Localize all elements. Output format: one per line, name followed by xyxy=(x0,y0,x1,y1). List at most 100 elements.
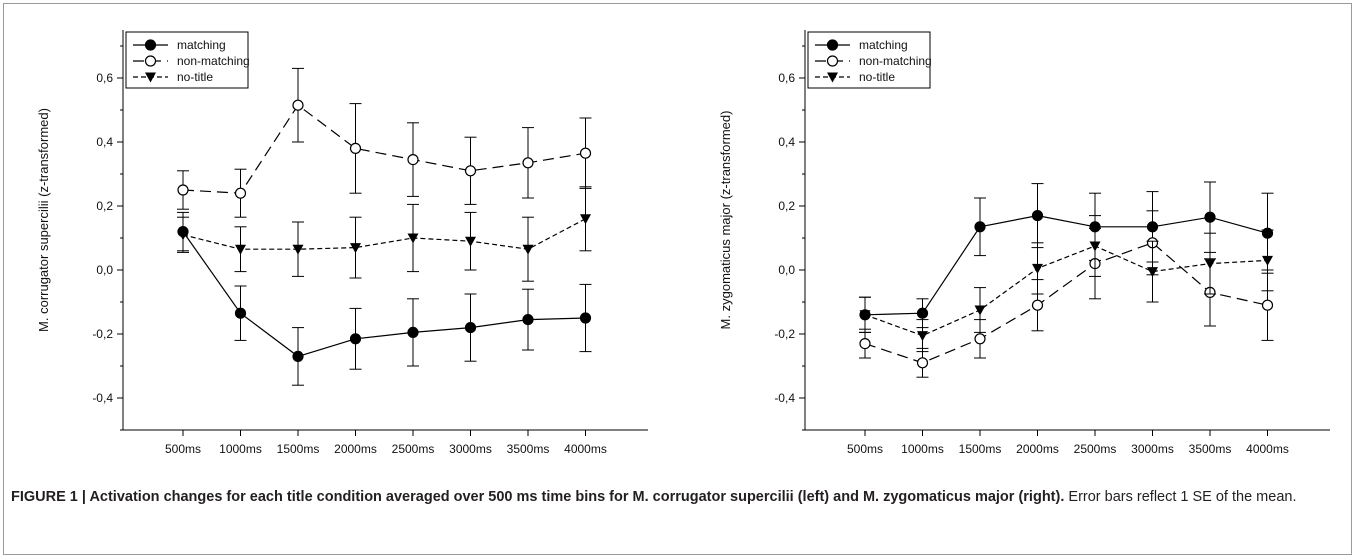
y-tick-label: 0,4 xyxy=(96,135,113,149)
legend-label: non-matching xyxy=(859,54,932,68)
data-point xyxy=(1147,267,1158,278)
legend: matching non-matching no-title xyxy=(807,31,932,89)
y-tick-label: 0,0 xyxy=(96,263,113,277)
y-tick-label: 0,2 xyxy=(778,199,795,213)
data-point xyxy=(1261,299,1274,311)
y-tick-label: -0,2 xyxy=(92,327,113,341)
data-point xyxy=(292,244,304,255)
data-point xyxy=(522,314,534,326)
series-line xyxy=(864,242,1268,364)
x-tick-label: 3000ms xyxy=(449,442,492,456)
series-no-title xyxy=(177,186,592,282)
y-tick-label: -0,2 xyxy=(774,327,795,341)
figure-frame xyxy=(3,3,1352,555)
legend-label: matching xyxy=(177,38,226,52)
data-point xyxy=(1089,241,1101,252)
data-point xyxy=(1204,259,1216,270)
data-point xyxy=(1262,255,1273,266)
data-point xyxy=(1031,299,1044,311)
legend-marker xyxy=(144,39,157,51)
series-line xyxy=(864,245,1268,337)
caption-label: FIGURE 1 | Activation changes for each t… xyxy=(11,489,1065,505)
data-point xyxy=(464,165,477,177)
chart-panel-corrugator: -0,4 -0,2 0,0 0,2 0,4 0,6 500ms 1000ms 1500ms 200… xyxy=(8,8,668,478)
x-tick-label: 1000ms xyxy=(901,442,944,456)
legend-label: non-matching xyxy=(177,54,250,68)
y-tick-label: 0,2 xyxy=(96,199,113,213)
data-point xyxy=(292,350,304,362)
data-point xyxy=(349,333,362,345)
legend: matching non-matching no-title xyxy=(125,31,250,89)
data-point xyxy=(350,243,361,254)
data-point xyxy=(974,221,986,233)
data-point xyxy=(859,310,871,321)
data-point xyxy=(974,305,986,316)
legend-marker xyxy=(826,39,839,51)
x-tick-label: 2000ms xyxy=(1016,442,1059,456)
data-point xyxy=(1204,211,1216,223)
x-tick-label: 2500ms xyxy=(392,442,435,456)
data-point xyxy=(234,187,247,199)
x-tick-label: 500ms xyxy=(847,442,883,456)
series-line xyxy=(864,214,1268,316)
y-tick-label: -0,4 xyxy=(774,391,795,405)
x-tick-label: 3000ms xyxy=(1131,442,1174,456)
y-tick-label: 0,0 xyxy=(778,263,795,277)
data-point xyxy=(292,99,304,111)
data-point xyxy=(916,357,929,369)
x-tick-label: 1500ms xyxy=(277,442,320,456)
data-point xyxy=(916,307,929,319)
chart-panel-zygomaticus: -0,4 -0,2 0,0 0,2 0,4 0,6 500ms 1000ms 1500ms 200… xyxy=(690,8,1350,478)
data-point xyxy=(1032,263,1043,274)
figure-caption: FIGURE 1 | Activation changes for each t… xyxy=(11,487,1341,507)
legend-label: no-title xyxy=(177,70,213,84)
series-line xyxy=(182,218,586,250)
data-point xyxy=(522,244,534,255)
x-tick-label: 3500ms xyxy=(507,442,550,456)
data-point xyxy=(235,244,246,255)
data-point xyxy=(407,326,419,338)
series-matching xyxy=(177,211,592,386)
data-point xyxy=(407,154,419,166)
data-point xyxy=(522,157,534,169)
series-line xyxy=(182,104,586,194)
data-point xyxy=(177,184,189,196)
data-point xyxy=(407,233,419,244)
legend-marker xyxy=(827,72,838,83)
legend-marker xyxy=(144,55,157,67)
series-line xyxy=(182,231,586,358)
series-non-matching xyxy=(177,67,592,218)
data-point xyxy=(579,312,592,324)
x-tick-label: 4000ms xyxy=(564,442,607,456)
caption-note: Error bars reflect 1 SE of the mean. xyxy=(1068,489,1297,505)
data-point xyxy=(917,331,928,342)
y-axis-label: M. corrugator supercilii (z-transformed) xyxy=(36,108,51,332)
data-point xyxy=(349,142,362,154)
x-tick-label: 2500ms xyxy=(1074,442,1117,456)
y-tick-label: 0,6 xyxy=(778,71,795,85)
chart-corrugator: -0,4 -0,2 0,0 0,2 0,4 0,6 500ms 1000ms 1500ms 200… xyxy=(36,30,648,456)
data-point xyxy=(579,147,592,159)
legend-label: no-title xyxy=(859,70,895,84)
x-tick-label: 2000ms xyxy=(334,442,377,456)
legend-label: matching xyxy=(859,38,908,52)
x-tick-label: 500ms xyxy=(165,442,201,456)
y-axis-label: M. zygomaticus major (z-transformed) xyxy=(718,111,733,330)
y-tick-label: 0,6 xyxy=(96,71,113,85)
x-tick-label: 1500ms xyxy=(959,442,1002,456)
x-tick-label: 1000ms xyxy=(219,442,262,456)
data-point xyxy=(177,230,189,241)
legend-marker xyxy=(826,55,839,67)
chart-zygomaticus: -0,4 -0,2 0,0 0,2 0,4 0,6 500ms 1000ms 1500ms 200… xyxy=(718,30,1330,456)
data-point xyxy=(464,322,477,334)
data-point xyxy=(234,307,247,319)
legend-marker xyxy=(145,72,156,83)
data-point xyxy=(580,214,591,225)
x-tick-label: 3500ms xyxy=(1189,442,1232,456)
data-point xyxy=(465,236,476,247)
data-point xyxy=(859,338,871,350)
y-tick-label: -0,4 xyxy=(92,391,113,405)
data-point xyxy=(974,333,986,345)
x-tick-label: 4000ms xyxy=(1246,442,1289,456)
data-point xyxy=(1031,210,1044,222)
